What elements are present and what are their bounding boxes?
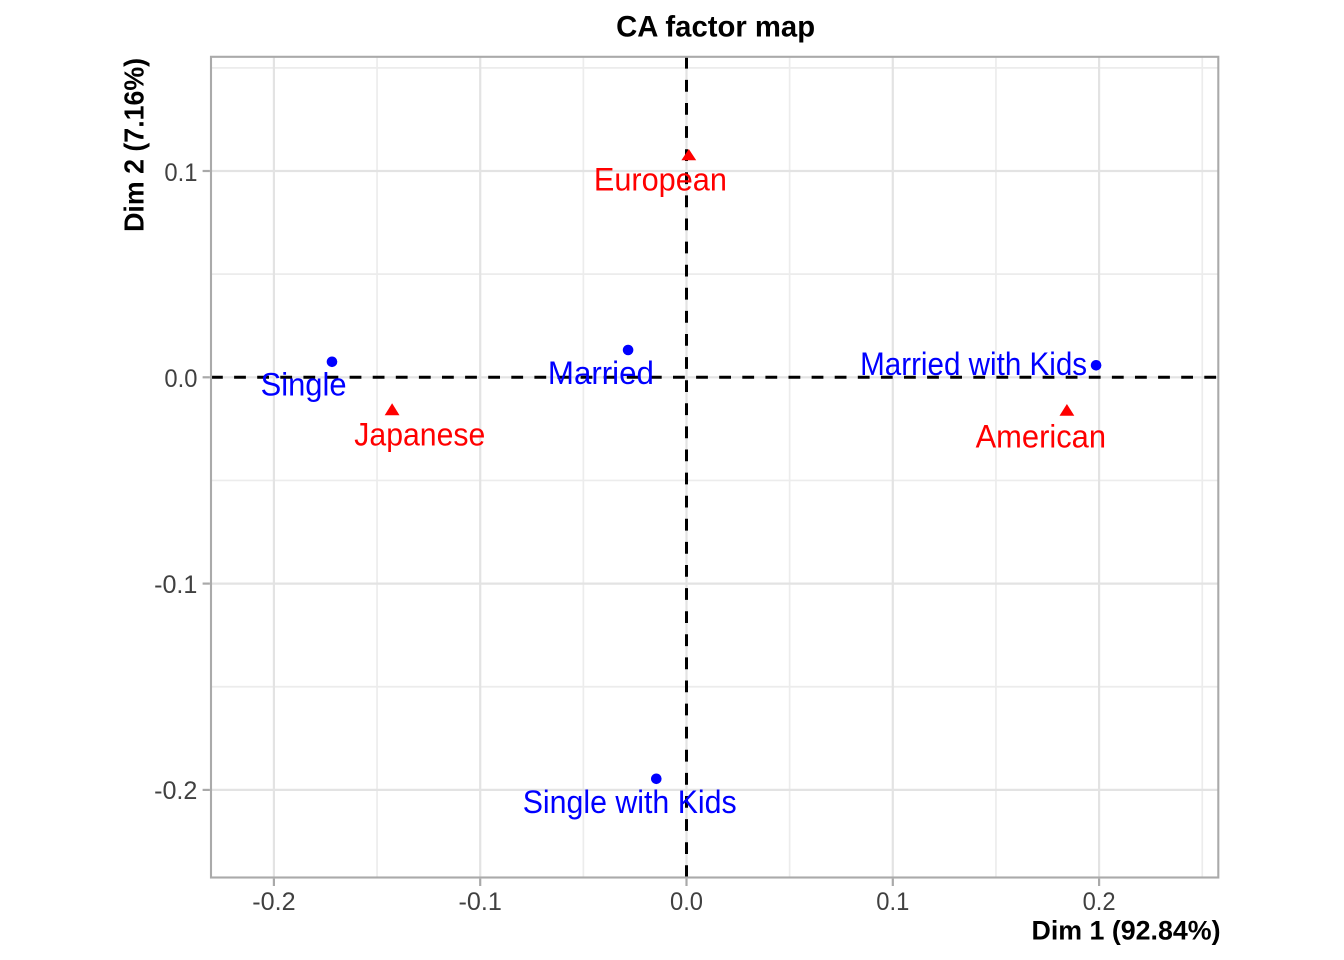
svg-text:0.0: 0.0 <box>164 365 197 393</box>
svg-text:Single with Kids: Single with Kids <box>523 784 737 820</box>
svg-text:0.0: 0.0 <box>670 888 703 916</box>
svg-text:European: European <box>594 162 727 198</box>
svg-text:0.2: 0.2 <box>1083 888 1116 916</box>
svg-text:Single: Single <box>261 367 347 403</box>
svg-text:Dim 1 (92.84%): Dim 1 (92.84%) <box>1032 914 1221 945</box>
svg-text:Japanese: Japanese <box>354 417 485 453</box>
svg-text:CA factor map: CA factor map <box>616 10 815 43</box>
svg-text:American: American <box>976 418 1106 454</box>
svg-text:-0.1: -0.1 <box>154 571 197 599</box>
svg-text:0.1: 0.1 <box>164 159 197 187</box>
svg-text:Married with Kids: Married with Kids <box>860 346 1087 382</box>
svg-text:-0.2: -0.2 <box>154 777 197 805</box>
svg-text:-0.1: -0.1 <box>459 888 502 916</box>
svg-text:-0.2: -0.2 <box>252 888 295 916</box>
svg-text:Dim 2 (7.16%): Dim 2 (7.16%) <box>118 58 149 232</box>
svg-text:0.1: 0.1 <box>876 888 909 916</box>
svg-text:Married: Married <box>548 355 654 391</box>
